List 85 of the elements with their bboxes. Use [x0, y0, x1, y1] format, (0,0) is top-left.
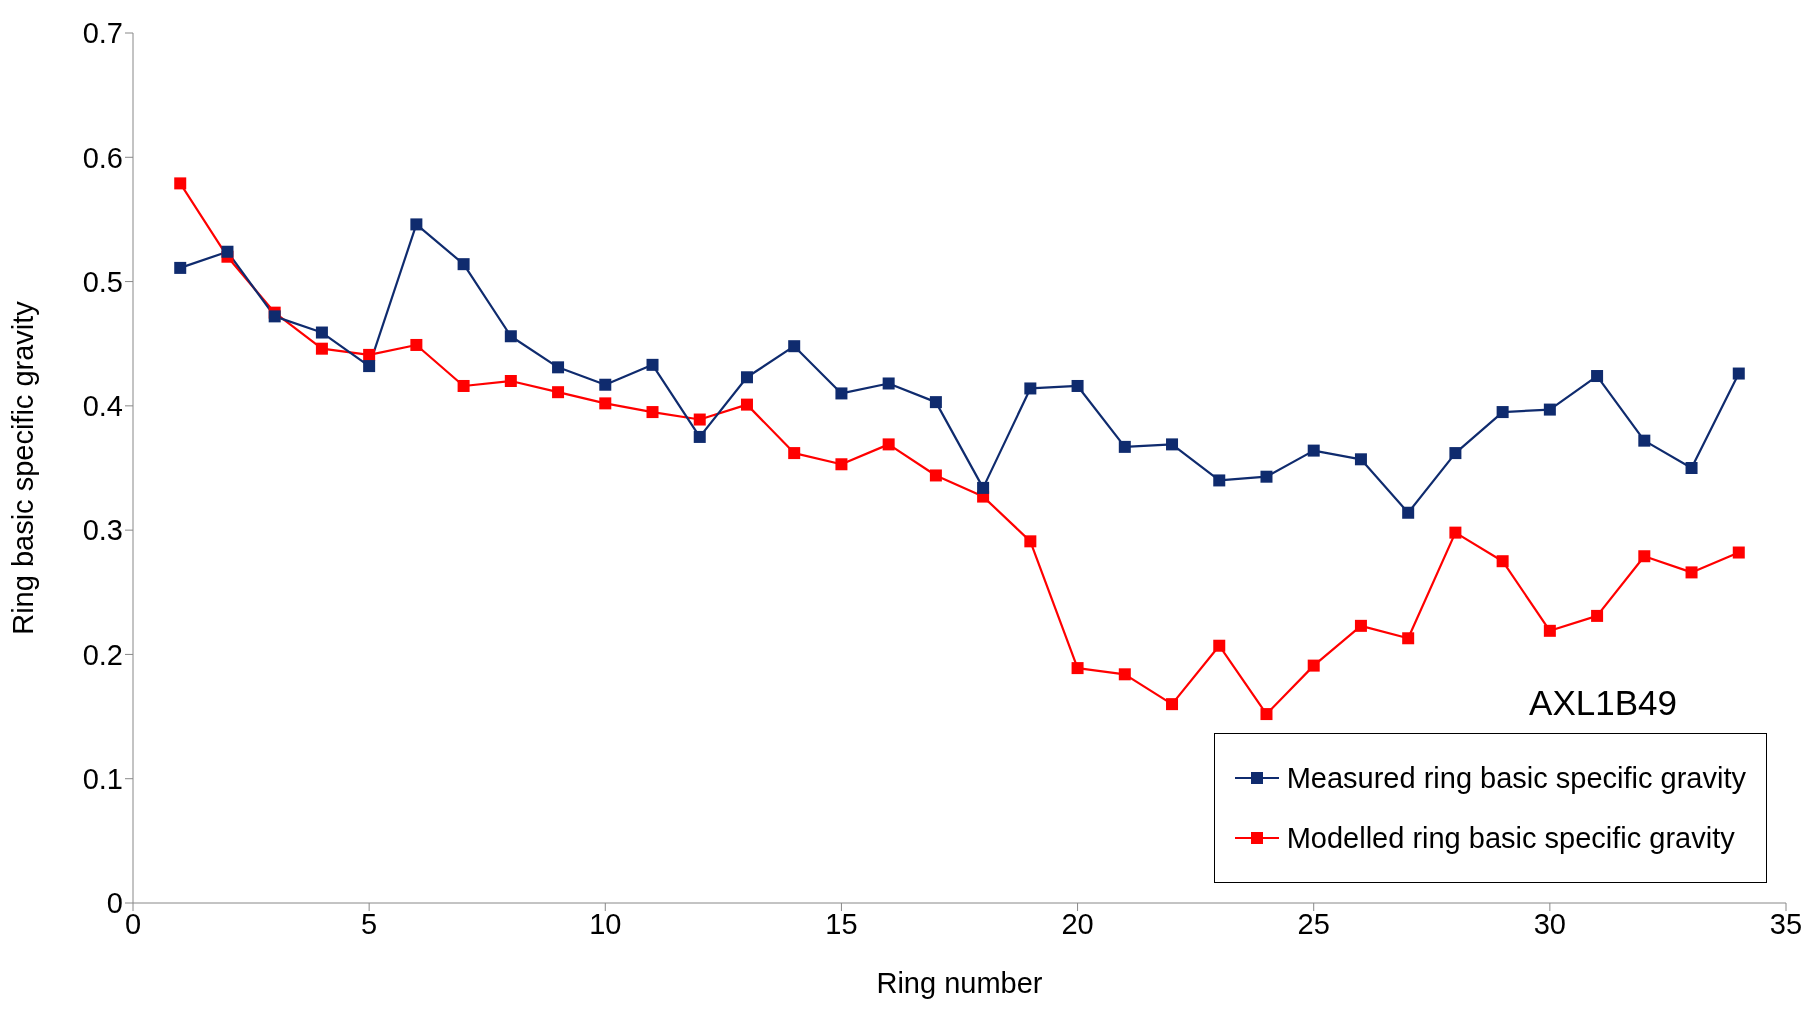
point — [1732, 546, 1745, 559]
x-tick-label: 15 — [825, 907, 858, 940]
point — [740, 398, 753, 411]
y-tick-label: 0 — [106, 887, 123, 920]
legend-label: Modelled ring basic specific gravity — [1286, 821, 1735, 856]
point — [599, 397, 612, 410]
point — [788, 340, 801, 353]
point — [1260, 470, 1273, 483]
point — [410, 338, 423, 351]
point — [977, 481, 990, 494]
point — [740, 371, 753, 384]
point — [457, 379, 470, 392]
y-tick-label: 0.1 — [82, 763, 123, 796]
point — [1354, 453, 1367, 466]
point — [315, 342, 328, 355]
point — [1024, 382, 1037, 395]
point — [1071, 379, 1084, 392]
point — [1307, 659, 1320, 672]
point — [882, 438, 895, 451]
point — [1402, 632, 1415, 645]
x-tick-label: 25 — [1297, 907, 1330, 940]
y-tick-label: 0.3 — [82, 514, 123, 547]
point — [1496, 555, 1509, 568]
point — [1449, 526, 1462, 539]
point — [1591, 609, 1604, 622]
point — [363, 360, 376, 373]
point — [1638, 550, 1651, 563]
point — [646, 358, 659, 371]
point — [882, 377, 895, 390]
point — [1496, 406, 1509, 419]
point — [410, 218, 423, 231]
point — [1260, 708, 1273, 721]
y-tick-label: 0.2 — [82, 638, 123, 671]
point — [1543, 403, 1556, 416]
point — [599, 378, 612, 391]
point — [1213, 474, 1226, 487]
point — [1118, 668, 1131, 681]
x-tick-label: 35 — [1769, 907, 1803, 940]
point — [1685, 566, 1698, 579]
point — [363, 348, 376, 361]
annotation: AXL1B49 — [1529, 683, 1677, 723]
point — [504, 330, 517, 343]
y-tick-label: 0.6 — [82, 141, 123, 174]
y-tick-label: 0.7 — [82, 17, 123, 50]
point — [1307, 444, 1320, 457]
point — [1024, 535, 1037, 548]
point — [174, 177, 187, 190]
point — [552, 361, 565, 374]
y-tick-label: 0.5 — [82, 265, 123, 298]
point — [693, 413, 706, 426]
point — [457, 258, 470, 271]
point — [929, 469, 942, 482]
point — [1213, 639, 1226, 652]
point — [1638, 434, 1651, 447]
point — [552, 386, 565, 399]
x-tick-label: 10 — [589, 907, 622, 940]
point — [315, 326, 328, 339]
point — [835, 458, 848, 471]
point — [174, 261, 187, 274]
point — [1118, 440, 1131, 453]
point — [1402, 506, 1415, 519]
point — [788, 447, 801, 460]
point — [221, 245, 234, 258]
point — [1354, 619, 1367, 632]
x-axis-title: Ring number — [876, 967, 1043, 999]
x-tick-label: 30 — [1533, 907, 1566, 940]
point — [1449, 447, 1462, 460]
point — [1071, 662, 1084, 675]
point — [268, 310, 281, 323]
point — [1591, 370, 1604, 383]
point — [1166, 698, 1179, 711]
point — [835, 387, 848, 400]
y-tick-label: 0.4 — [82, 390, 123, 423]
point — [1685, 462, 1698, 474]
y-axis-title: Ring basic specific gravity — [7, 300, 40, 635]
point — [693, 430, 706, 443]
point — [504, 375, 517, 387]
x-tick-label: 5 — [361, 907, 378, 940]
point — [1732, 367, 1745, 380]
point — [1166, 438, 1179, 451]
point — [646, 406, 659, 419]
x-tick-label: 20 — [1061, 907, 1094, 940]
point — [929, 396, 942, 409]
point — [1543, 624, 1556, 637]
legend-label: Measured ring basic specific gravity — [1286, 761, 1746, 796]
